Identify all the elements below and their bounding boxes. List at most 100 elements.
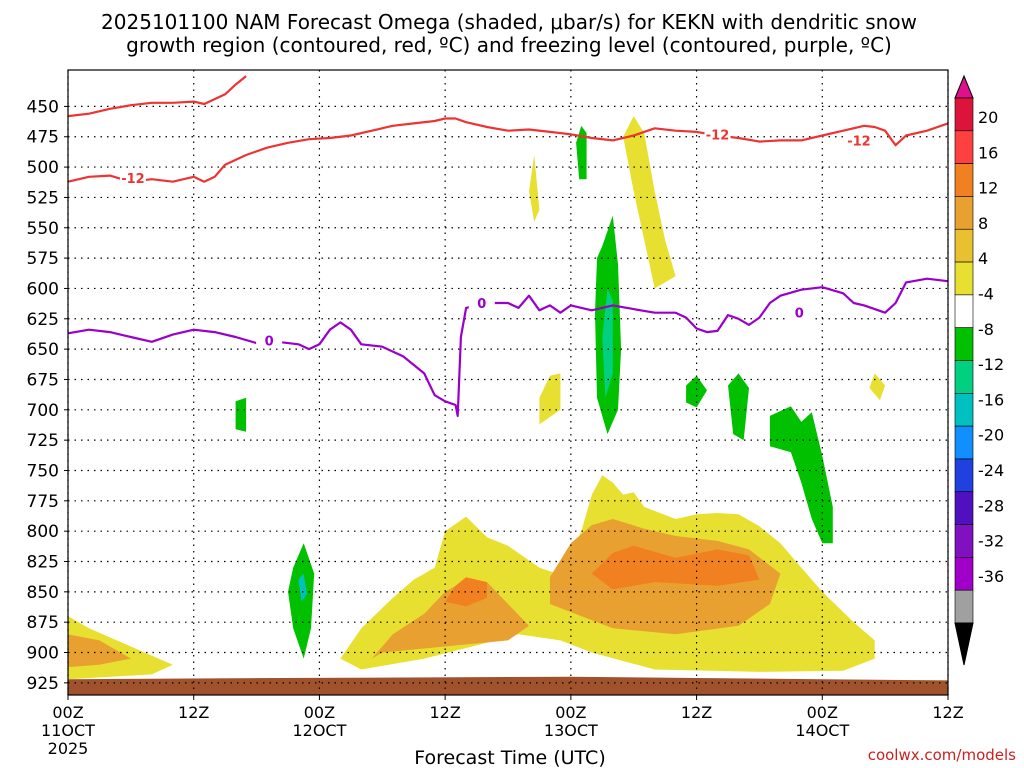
colorbar-label: 8 <box>978 214 988 233</box>
colorbar-swatch <box>954 360 974 394</box>
colorbar: 20 16 12 8 4 -4 -8 -12 -16 -20 -24 -28 -32 -36 <box>954 74 1004 666</box>
y-tick-label: 900 <box>27 644 59 664</box>
contour-label-minus12-bg <box>845 132 872 149</box>
y-tick-label: 725 <box>27 431 59 451</box>
y-tick-label: 875 <box>27 613 59 633</box>
x-tick-label: 12Z <box>429 703 460 722</box>
contour-line-dgz-minus12-1 <box>67 117 949 183</box>
colorbar-label: -24 <box>978 461 1004 480</box>
credit-text: coolwx.com/models <box>868 746 1016 764</box>
x-tick-label: 12Z <box>178 703 209 722</box>
colorbar-top-arrow <box>954 74 974 99</box>
contour-label-zero-bg <box>786 304 813 321</box>
omega-shade-yellow-streak <box>529 155 540 222</box>
omega-shade-orange-3 <box>445 577 487 607</box>
colorbar-swatch <box>954 294 974 328</box>
y-tick-label: 925 <box>27 674 59 694</box>
x-tick-label: 2025 <box>48 739 89 758</box>
x-tick-label: 12OCT <box>292 721 346 740</box>
colorbar-swatch <box>954 393 974 427</box>
colorbar-swatch <box>954 524 974 558</box>
contour-label-zero: 0 <box>795 307 804 322</box>
contour-line-dgz-minus12-0 <box>67 75 247 118</box>
colorbar-label: 20 <box>978 108 998 127</box>
omega-shading <box>68 116 948 695</box>
x-tick-label: 13OCT <box>544 721 598 740</box>
omega-shade-green-right <box>769 406 833 544</box>
temperature-contours: -12 -12 -12 0 0 0 <box>67 75 949 417</box>
contour-label-minus12: -12 <box>706 128 730 143</box>
omega-shade-orange-1 <box>371 579 529 659</box>
colorbar-label: -32 <box>978 532 1004 551</box>
y-tick-label: 650 <box>27 340 59 360</box>
colorbar-swatch <box>954 97 974 132</box>
x-tick-label: 00Z <box>52 703 83 722</box>
colorbar-swatch <box>954 130 974 164</box>
x-tick-label: 12Z <box>681 703 712 722</box>
colorbar-label: -12 <box>978 355 1004 374</box>
y-tick-label: 625 <box>27 310 59 330</box>
colorbar-swatch <box>954 425 974 460</box>
x-tick-label: 00Z <box>807 703 838 722</box>
omega-shade-green-upper <box>576 125 587 180</box>
contour-line-freezing-level <box>67 277 949 417</box>
contour-label-zero-bg <box>468 295 495 312</box>
plot-frame <box>67 69 949 696</box>
omega-shade-yellow-tiny <box>869 373 886 401</box>
colorbar-label: 16 <box>978 143 998 162</box>
y-tick-label: 575 <box>27 249 59 269</box>
omega-shade-green-spot3 <box>728 373 749 441</box>
omega-shade-orange-left <box>68 634 131 668</box>
y-tick-label: 475 <box>27 128 59 148</box>
chart-title-line2: growth region (contoured, red, ºC) and f… <box>126 33 892 57</box>
colorbar-label: 4 <box>978 249 988 268</box>
y-tick-label: 525 <box>27 188 59 208</box>
x-tick-label: 00Z <box>304 703 335 722</box>
omega-shade-green-spot <box>235 397 247 432</box>
colorbar-swatch <box>954 589 974 624</box>
contour-label-zero: 0 <box>265 335 274 350</box>
y-tick-label: 700 <box>27 401 59 421</box>
omega-shade-green-spot2 <box>686 375 707 408</box>
omega-shade-yellow-upper <box>623 116 676 289</box>
colorbar-swatch <box>954 228 974 263</box>
colorbar-swatch <box>954 261 974 296</box>
y-tick-label: 550 <box>27 219 59 239</box>
x-tick-label: 11OCT <box>41 721 95 740</box>
colorbar-label: 12 <box>978 179 998 198</box>
colorbar-label: -4 <box>978 285 994 304</box>
y-tick-label: 775 <box>27 492 59 512</box>
x-tick-label: 00Z <box>555 703 586 722</box>
contour-label-minus12: -12 <box>847 134 871 149</box>
omega-shade-yellow-small <box>539 373 561 425</box>
contour-label-zero-bg <box>256 332 283 349</box>
y-tick-label: 600 <box>27 279 59 299</box>
x-tick-label: 12Z <box>932 703 963 722</box>
omega-shade-green-low <box>288 543 315 659</box>
y-tick-label: 800 <box>27 522 59 542</box>
y-tick-label: 675 <box>27 370 59 390</box>
x-axis-title: Forecast Time (UTC) <box>414 747 605 768</box>
contour-label-minus12-bg <box>704 126 731 143</box>
y-tick-label: 750 <box>27 461 59 481</box>
colorbar-label: -20 <box>978 426 1004 445</box>
colorbar-swatch <box>954 458 974 493</box>
y-tick-label: 500 <box>27 158 59 178</box>
omega-shade-teal-column <box>602 288 613 398</box>
colorbar-label: -16 <box>978 390 1004 409</box>
omega-shade-orange-4 <box>591 545 760 590</box>
colorbar-label: -36 <box>978 567 1004 586</box>
colorbar-swatch <box>954 327 974 361</box>
omega-shade-cyan-low <box>298 573 307 602</box>
y-tick-label: 850 <box>27 583 59 603</box>
chart-title-line1: 2025101100 NAM Forecast Omega (shaded, μ… <box>101 10 917 34</box>
colorbar-swatch <box>954 196 974 230</box>
contour-label-minus12: -12 <box>121 172 145 187</box>
x-tick-label: 14OCT <box>795 721 849 740</box>
contour-label-zero: 0 <box>477 297 486 312</box>
y-tick-label: 450 <box>27 97 59 117</box>
colorbar-label: -28 <box>978 496 1004 515</box>
colorbar-swatch <box>954 491 974 525</box>
